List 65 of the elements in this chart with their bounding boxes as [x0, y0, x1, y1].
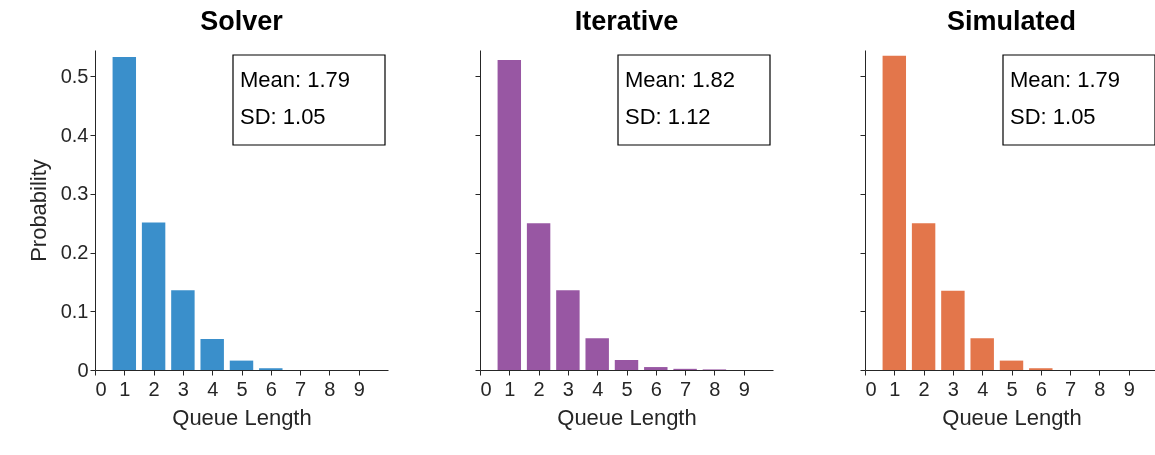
bar — [200, 338, 224, 370]
annotation: Mean: 1.79 — [240, 67, 351, 92]
bar — [171, 290, 195, 370]
x-tick-label: 0 — [480, 377, 492, 400]
x-tick-label: 3 — [947, 377, 959, 400]
y-axis-title: Probability — [25, 159, 51, 262]
x-axis-title: Queue Length — [172, 404, 312, 430]
x-tick-label: 8 — [1094, 377, 1106, 400]
bar — [882, 55, 907, 370]
annotation: SD: 1.05 — [240, 104, 326, 129]
x-tick-label: 5 — [236, 377, 248, 400]
y-tick-label: 0.4 — [60, 123, 89, 146]
bar — [229, 360, 254, 370]
bar — [999, 360, 1024, 370]
bar — [526, 223, 551, 370]
bar — [644, 367, 668, 370]
x-tick-label: 3 — [177, 377, 189, 400]
x-tick-label: 4 — [207, 377, 219, 400]
bar — [614, 360, 639, 370]
chart-title: Solver — [200, 6, 284, 36]
x-tick-label: 1 — [119, 377, 131, 400]
x-tick-label: 6 — [650, 377, 662, 400]
bar — [585, 338, 609, 370]
bar — [911, 223, 936, 370]
y-tick-label: 0.5 — [60, 64, 89, 87]
y-tick-label: 0.2 — [60, 241, 89, 264]
chart-title: Iterative — [574, 6, 679, 36]
x-tick-label: 9 — [738, 377, 750, 400]
x-tick-label: 2 — [533, 377, 545, 400]
bar — [970, 338, 994, 370]
annotation: Mean: 1.82 — [625, 67, 736, 92]
y-tick-label: 0.1 — [60, 299, 89, 322]
x-tick-label: 5 — [1006, 377, 1018, 400]
x-tick-label: 8 — [709, 377, 721, 400]
annotation: SD: 1.05 — [1010, 104, 1096, 129]
bar — [497, 59, 522, 370]
bar — [941, 290, 965, 370]
bar — [112, 57, 137, 370]
x-axis-title: Queue Length — [942, 404, 1082, 430]
x-tick-label: 5 — [621, 377, 633, 400]
x-tick-label: 0 — [865, 377, 877, 400]
x-axis-title: Queue Length — [557, 404, 697, 430]
x-tick-label: 8 — [324, 377, 336, 400]
x-tick-label: 7 — [295, 377, 307, 400]
x-tick-label: 2 — [918, 377, 930, 400]
bar — [556, 290, 580, 370]
x-tick-label: 4 — [977, 377, 989, 400]
x-tick-label: 4 — [592, 377, 604, 400]
x-tick-label: 2 — [148, 377, 160, 400]
annotation: Mean: 1.79 — [1010, 67, 1121, 92]
x-tick-label: 1 — [504, 377, 516, 400]
x-tick-label: 3 — [562, 377, 574, 400]
y-tick-label: 0.3 — [60, 182, 89, 205]
x-tick-label: 7 — [1065, 377, 1077, 400]
x-tick-label: 9 — [1123, 377, 1135, 400]
bar — [141, 222, 166, 370]
x-tick-label: 6 — [1035, 377, 1047, 400]
chart-title: Simulated — [946, 6, 1077, 36]
x-tick-label: 0 — [95, 377, 107, 400]
x-tick-label: 9 — [353, 377, 365, 400]
x-tick-label: 6 — [265, 377, 277, 400]
x-tick-label: 1 — [889, 377, 901, 400]
x-tick-label: 7 — [680, 377, 692, 400]
annotation: SD: 1.12 — [625, 104, 711, 129]
y-tick-label: 0 — [77, 358, 89, 381]
